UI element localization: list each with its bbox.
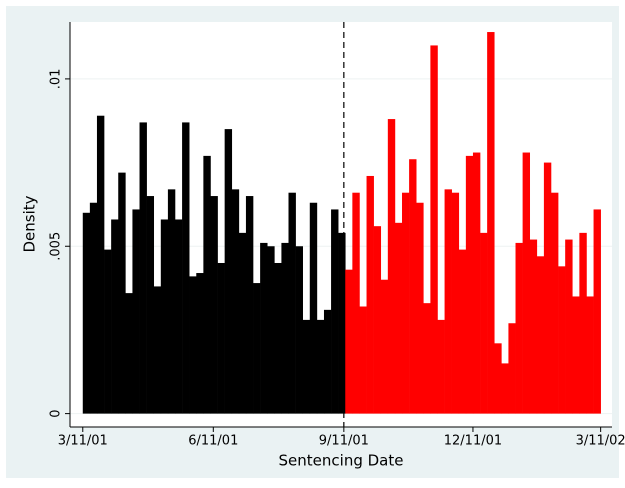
x-tick-label: 3/11/02 [576, 434, 625, 449]
bar [373, 226, 382, 414]
bar [153, 286, 162, 414]
bar [487, 32, 495, 414]
bar [338, 232, 346, 414]
bar [331, 209, 339, 414]
x-tick-label: 3/11/01 [58, 434, 108, 449]
bar [465, 155, 474, 414]
bar [593, 209, 601, 414]
bar [111, 219, 119, 414]
bar [146, 196, 155, 414]
bar [253, 283, 261, 414]
bar [224, 129, 233, 414]
bar [118, 172, 126, 414]
bar [387, 119, 396, 414]
bar [359, 306, 367, 414]
bar [529, 239, 538, 414]
bar [444, 189, 452, 414]
bar [366, 175, 374, 414]
bar [451, 192, 460, 414]
bar [536, 256, 545, 414]
bar [260, 242, 268, 414]
bar [238, 232, 247, 414]
bar [302, 319, 311, 414]
bar [281, 242, 289, 414]
bar [494, 343, 502, 414]
bar [203, 155, 211, 414]
bar [267, 246, 275, 414]
bar [558, 266, 566, 414]
bar [295, 246, 303, 414]
bar [323, 309, 332, 414]
bar [182, 122, 190, 414]
bar [522, 152, 531, 414]
bar [508, 323, 516, 414]
bar [309, 202, 318, 414]
bar [217, 262, 225, 414]
bar [394, 222, 403, 414]
bar [316, 319, 325, 414]
bar [345, 269, 353, 414]
bar [579, 232, 587, 414]
bar [125, 293, 133, 414]
y-axis-label: Density [21, 195, 39, 252]
bar [210, 196, 218, 414]
bar [82, 212, 91, 414]
bar [423, 303, 431, 414]
bar [196, 273, 204, 414]
x-tick-label: 9/11/01 [319, 434, 369, 449]
bar [96, 115, 105, 414]
y-tick-label: 0 [49, 409, 64, 417]
y-tick-label: .01 [49, 69, 64, 90]
bar [458, 249, 467, 414]
bar [274, 262, 282, 414]
bar [515, 242, 523, 414]
bar [380, 279, 389, 414]
bar [543, 162, 552, 414]
bar [189, 276, 197, 414]
bar [402, 192, 410, 414]
bar [550, 192, 559, 414]
bar [501, 363, 509, 414]
bar [231, 189, 240, 414]
bar [430, 45, 438, 414]
y-tick-label: .005 [49, 232, 64, 261]
bar [245, 196, 254, 414]
x-axis-label: Sentencing Date [279, 452, 404, 470]
x-tick-label: 6/11/01 [188, 434, 238, 449]
bar [139, 122, 147, 414]
bar [409, 159, 417, 414]
bar [480, 232, 488, 414]
bar [132, 209, 140, 414]
bar [586, 296, 594, 414]
x-tick-label: 12/11/01 [444, 434, 502, 449]
bar [565, 239, 573, 414]
bar [160, 219, 169, 414]
bar [104, 249, 112, 414]
bar [288, 192, 296, 414]
bar [437, 319, 445, 414]
bar [89, 202, 98, 414]
bar [352, 192, 360, 414]
bar [174, 219, 183, 414]
bar [472, 152, 481, 414]
bar [572, 296, 580, 414]
bar [167, 189, 176, 414]
bar [416, 202, 424, 414]
